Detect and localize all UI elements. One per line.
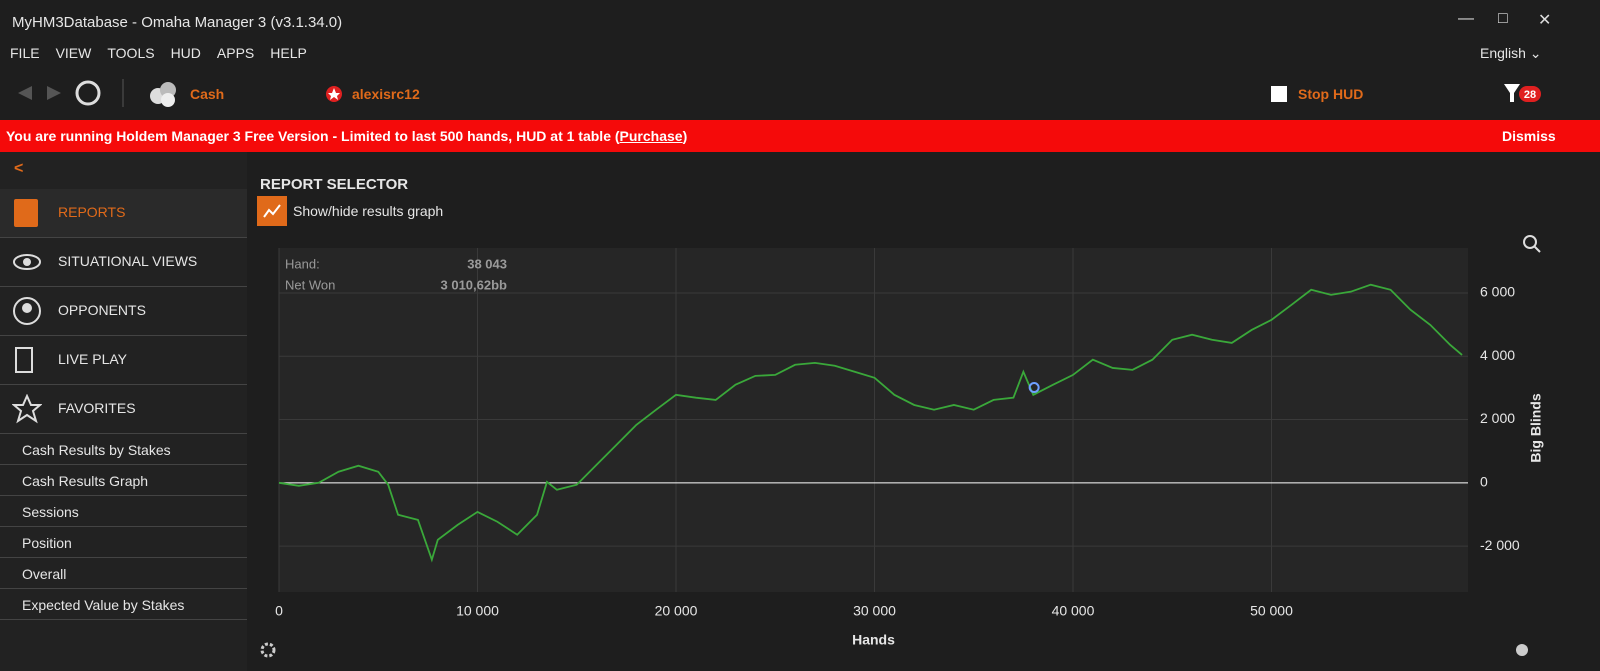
result-line: [278, 283, 1463, 563]
zoom-handle: [1533, 245, 1541, 253]
nav-section[interactable]: LIVE PLAY: [0, 336, 247, 385]
section-label: REPORTS: [58, 204, 126, 220]
y-tick-label: 0: [1480, 474, 1488, 490]
nav-section[interactable]: OPPONENTS: [0, 287, 247, 336]
player-name[interactable]: alexisrc12: [352, 86, 420, 102]
tooltip-key: Hand:: [285, 256, 320, 271]
eye-icon: [13, 254, 41, 270]
forward-icon[interactable]: [47, 86, 61, 100]
close[interactable]: ✕: [1538, 12, 1552, 29]
section-label: LIVE PLAY: [58, 351, 128, 367]
nav-section[interactable]: REPORTS: [0, 189, 247, 238]
favorite-label: Position: [22, 535, 72, 551]
settings-icon[interactable]: [260, 642, 276, 658]
menu-bar: FILE VIEW TOOLS HUD APPS HELP: [10, 45, 307, 61]
y-axis-label: Big Blinds: [1528, 393, 1544, 462]
license-banner: You are running Holdem Manager 3 Free Ve…: [0, 120, 1600, 152]
y-tick-label: 2 000: [1480, 410, 1515, 426]
nav-icons: [18, 79, 124, 107]
favorite-label: Sessions: [22, 504, 79, 520]
collapse[interactable]: <: [14, 160, 24, 177]
menu-item[interactable]: TOOLS: [107, 45, 155, 61]
x-tick-label: 20 000: [655, 603, 698, 619]
y-tick-label: 6 000: [1480, 284, 1515, 300]
maximize[interactable]: □: [1498, 10, 1508, 27]
favorite-item[interactable]: Sessions: [0, 496, 247, 527]
graph-toggle[interactable]: Show/hide results graph: [293, 203, 444, 219]
section-label: OPPONENTS: [58, 302, 146, 318]
live-icon: [15, 347, 33, 373]
stop-hud-checkbox[interactable]: [1271, 86, 1287, 102]
favorite-label: Cash Results Graph: [22, 473, 149, 489]
section-label: SITUATIONAL VIEWS: [58, 253, 198, 269]
banner-text: You are running Holdem Manager 3 Free Ve…: [6, 128, 687, 144]
tooltip-key: Net Won: [285, 277, 335, 292]
menu-item[interactable]: APPS: [216, 45, 255, 61]
minimize[interactable]: —: [1458, 10, 1474, 27]
filter-icon[interactable]: 28: [1500, 80, 1545, 108]
x-tick-label: 30 000: [853, 603, 896, 619]
report-title: REPORT SELECTOR: [260, 176, 409, 193]
language[interactable]: English ⌄: [1480, 45, 1542, 61]
x-tick-label: 0: [275, 603, 283, 619]
user-icon: [13, 297, 41, 325]
stop-hud[interactable]: Stop HUD: [1298, 86, 1364, 102]
hover-marker: [1028, 382, 1040, 394]
x-tick-label: 10 000: [456, 603, 499, 619]
reports-icon: [14, 199, 38, 227]
tooltip-value: 38 043: [467, 256, 507, 271]
x-tick-label: 50 000: [1250, 603, 1293, 619]
menu-item[interactable]: HUD: [170, 45, 201, 61]
language-label: English: [1480, 45, 1526, 61]
purchase-link[interactable]: Purchase: [619, 128, 683, 144]
favorite-label: Overall: [22, 566, 67, 582]
banner-message: You are running Holdem Manager 3 Free Ve…: [6, 128, 620, 144]
filter-count: 28: [1524, 89, 1536, 101]
x-axis-label: Hands: [852, 632, 895, 648]
back-icon[interactable]: [18, 86, 32, 100]
results-graph: 0 10 000 20 000 30 000 40 000 50 000 -2 000 0 2 …: [260, 235, 1544, 658]
menu-item[interactable]: FILE: [10, 45, 40, 61]
favorite-label: Cash Results by Stakes: [22, 442, 171, 458]
nav-section[interactable]: SITUATIONAL VIEWS: [0, 238, 247, 287]
tooltip-value: 3 010,62bb: [441, 277, 508, 292]
site-icon: [326, 86, 342, 102]
favorite-item[interactable]: Cash Results Graph: [0, 465, 247, 496]
cash-icon: [150, 82, 176, 107]
window-title: MyHM3Database - Omaha Manager 3 (v3.1.34…: [12, 14, 343, 31]
dismiss[interactable]: Dismiss: [1502, 128, 1556, 144]
star-icon: [12, 394, 42, 424]
favorite-item[interactable]: Expected Value by Stakes: [0, 589, 247, 620]
refresh-icon[interactable]: [75, 80, 101, 106]
favorite-label: Expected Value by Stakes: [22, 597, 185, 613]
x-tick-label: 40 000: [1052, 603, 1095, 619]
graph-toggle-icon[interactable]: [257, 196, 287, 226]
zoom-icon[interactable]: [1523, 235, 1537, 249]
banner-close-paren: ): [682, 128, 688, 144]
favorite-item[interactable]: Position: [0, 527, 247, 558]
y-tick-label: 4 000: [1480, 347, 1515, 363]
menu-item[interactable]: HELP: [270, 45, 307, 61]
sidebar: < REPORTS SITUATIONAL VIEWS OPPONENTS LI…: [0, 152, 247, 671]
info-icon[interactable]: [1516, 644, 1528, 656]
game-type[interactable]: Cash: [190, 86, 225, 102]
menu-item[interactable]: VIEW: [55, 45, 92, 61]
section-label: FAVORITES: [58, 400, 136, 416]
favorite-item[interactable]: Overall: [0, 558, 247, 589]
y-tick-label: -2 000: [1480, 537, 1520, 553]
nav-section[interactable]: FAVORITES: [0, 385, 247, 434]
favorite-item[interactable]: Cash Results by Stakes: [0, 434, 247, 465]
